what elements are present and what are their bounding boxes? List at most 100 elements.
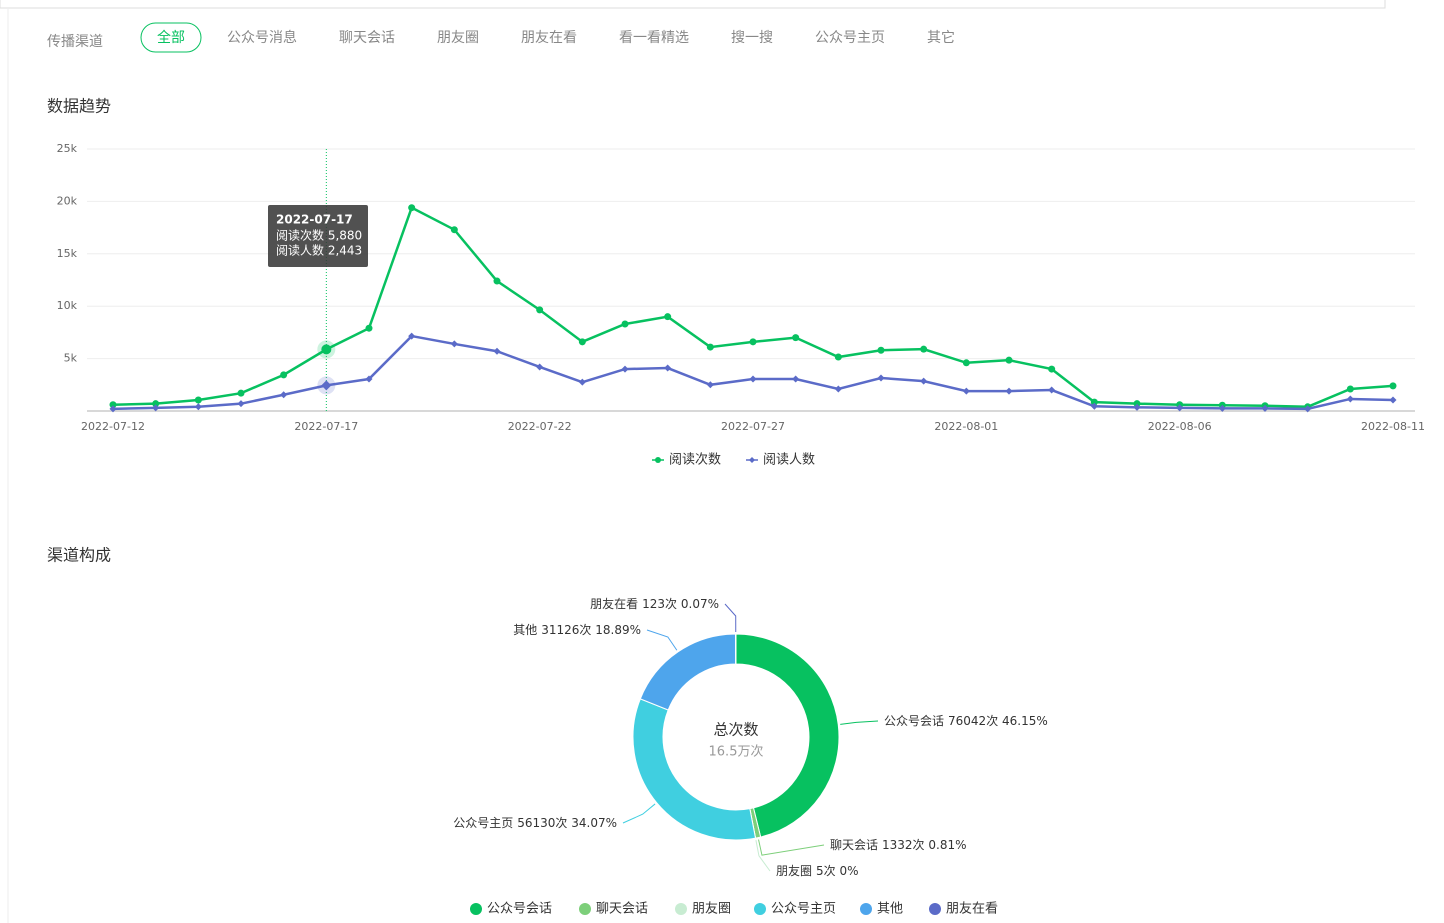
pie-label-name: 公众号会话	[884, 714, 944, 728]
legend-swatch	[860, 903, 872, 915]
pie-label: 其他 31126次 18.89%	[513, 623, 641, 637]
legend-label: 阅读次数	[669, 452, 721, 468]
point	[408, 204, 416, 212]
point	[834, 353, 842, 361]
point	[1389, 382, 1397, 390]
tab[interactable]: 公众号主页	[815, 30, 885, 46]
pie-label-value: 76042次 46.15%	[948, 714, 1048, 728]
legend-swatch	[675, 903, 687, 915]
point	[706, 381, 714, 389]
point	[109, 405, 117, 413]
point	[877, 346, 885, 354]
point	[664, 313, 672, 321]
y-tick-label: 25k	[57, 142, 78, 155]
point	[365, 375, 373, 383]
point	[920, 377, 928, 385]
legend-label: 朋友圈	[692, 901, 731, 917]
section-title: 渠道构成	[47, 546, 111, 565]
tab[interactable]: 全部	[157, 29, 185, 46]
leader-line	[755, 840, 771, 872]
x-tick-label: 2022-07-17	[294, 420, 358, 433]
address-bar	[0, 0, 1386, 9]
point	[1304, 405, 1312, 413]
point	[621, 320, 629, 328]
point	[536, 363, 544, 371]
point	[152, 400, 160, 408]
point	[1090, 398, 1098, 406]
y-tick-label: 10k	[57, 299, 78, 312]
point	[706, 343, 714, 351]
legend-swatch	[579, 903, 591, 915]
pie-label-value: 31126次 18.89%	[541, 623, 641, 637]
pie-label-value: 56130次 34.07%	[517, 816, 617, 830]
legend-swatch	[754, 903, 766, 915]
tab-selected-pill[interactable]	[140, 22, 202, 53]
point	[1133, 403, 1141, 411]
legend-label: 阅读人数	[763, 453, 815, 468]
tab[interactable]: 搜一搜	[731, 30, 773, 46]
tab[interactable]: 其它	[927, 29, 955, 46]
pie-label: 公众号主页 56130次 34.07%	[453, 816, 617, 830]
x-tick-label: 2022-07-12	[81, 420, 145, 433]
tab[interactable]: 朋友在看	[521, 30, 577, 46]
point	[621, 365, 629, 373]
legend-label: 朋友在看	[946, 901, 998, 917]
point	[920, 345, 928, 353]
legend-swatch	[749, 457, 755, 463]
x-tick-label: 2022-08-11	[1361, 420, 1425, 433]
point	[1005, 356, 1013, 364]
point	[321, 344, 332, 355]
point	[578, 338, 586, 346]
point	[749, 375, 757, 383]
x-tick-label: 2022-08-01	[934, 420, 998, 433]
point	[450, 226, 458, 234]
tab[interactable]: 朋友圈	[437, 30, 479, 46]
tab[interactable]: 聊天会话	[339, 30, 395, 46]
point	[1133, 400, 1141, 408]
point	[792, 334, 800, 342]
pie-label-value: 123次 0.07%	[642, 597, 719, 611]
pie-label: 朋友在看 123次 0.07%	[590, 597, 719, 611]
pie-label-value: 1332次 0.81%	[882, 838, 966, 852]
point	[408, 332, 416, 340]
pie-chart: 公众号会话 76042次 46.15% 聊天会话 1332次 0.81% 朋友圈 5次 0…	[453, 597, 1048, 917]
point	[664, 364, 672, 372]
pie-label: 朋友圈 5次 0%	[776, 864, 859, 878]
legend-label: 公众号会话	[487, 902, 552, 917]
pie-label-name: 其他	[513, 623, 537, 637]
leader-line	[646, 629, 678, 651]
point	[450, 340, 458, 348]
pie-label: 公众号会话 76042次 46.15%	[884, 714, 1048, 728]
pie-label: 聊天会话 1332次 0.81%	[830, 838, 967, 852]
legend-swatch	[655, 457, 661, 463]
point	[152, 404, 160, 412]
tab[interactable]: 公众号消息	[227, 29, 297, 46]
tab[interactable]: 看一看精选	[619, 30, 689, 46]
pie-label-value: 5次 0%	[816, 864, 859, 878]
pie-segment	[632, 698, 757, 841]
point	[194, 396, 202, 404]
point	[792, 375, 800, 383]
legend-label: 公众号主页	[771, 902, 836, 917]
tabs: 全部 公众号消息 聊天会话 朋友圈 朋友在看 看一看精选 搜一搜 公众号主页 其它	[140, 22, 955, 53]
legend-label: 聊天会话	[596, 902, 648, 917]
point	[1176, 404, 1184, 412]
point	[321, 380, 332, 391]
point	[365, 324, 373, 332]
point	[749, 338, 757, 346]
point	[834, 385, 842, 393]
legend-swatch	[929, 903, 941, 915]
point	[109, 401, 117, 409]
pie-label-name: 朋友圈	[776, 864, 812, 878]
point	[237, 389, 245, 397]
pie-segment	[735, 633, 840, 838]
legend-label: 其他	[877, 902, 903, 917]
line-chart: 5k 10k 15k 20k 25k 2022-07-12 2022-07-17 2022-0…	[57, 142, 1425, 468]
leader-line	[724, 603, 737, 633]
filter-label: 传播渠道	[47, 34, 103, 50]
point	[280, 371, 288, 379]
tooltip-row: 阅读人数 2,443	[276, 243, 362, 258]
center-title: 总次数	[713, 721, 758, 739]
tooltip-row: 阅读次数 5,880	[276, 228, 362, 243]
